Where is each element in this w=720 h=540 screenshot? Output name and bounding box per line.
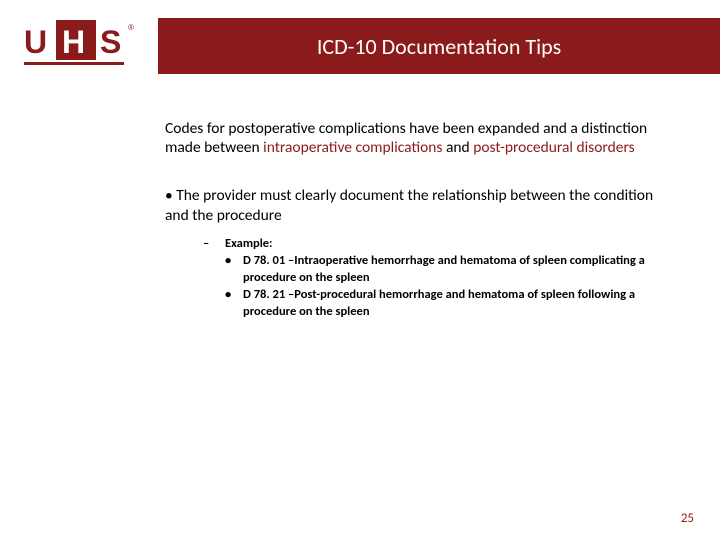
- logo: U H S ®: [18, 18, 138, 70]
- title-bar: ICD-10 Documentation Tips: [158, 18, 720, 74]
- intro-text-mid: and: [442, 138, 473, 157]
- bullet-marker: •: [225, 287, 243, 321]
- example-item-text: D 78. 01 –Intraoperative hemorrhage and …: [243, 253, 675, 287]
- intro-highlight-1: intraoperative complications: [263, 138, 442, 157]
- example-item: • D 78. 01 –Intraoperative hemorrhage an…: [225, 253, 675, 287]
- example-item-text: D 78. 21 –Post-procedural hemorrhage and…: [243, 287, 675, 321]
- intro-paragraph: Codes for postoperative complications ha…: [165, 119, 675, 158]
- example-item: • D 78. 21 –Post-procedural hemorrhage a…: [225, 287, 675, 321]
- example-label-row: – Example:: [203, 236, 675, 253]
- main-bullet: • The provider must clearly document the…: [165, 186, 675, 226]
- uhs-logo-icon: U H S ®: [18, 18, 136, 70]
- bullet-marker: •: [225, 253, 243, 287]
- header-row: U H S ® ICD-10 Documentation Tips: [0, 0, 720, 74]
- page-number: 25: [681, 511, 694, 526]
- example-block: – Example: • D 78. 01 –Intraoperative he…: [203, 236, 675, 320]
- svg-text:®: ®: [128, 23, 134, 32]
- slide-title: ICD-10 Documentation Tips: [317, 33, 561, 60]
- intro-highlight-2: post-procedural disorders: [473, 138, 634, 157]
- bullet-marker: •: [165, 186, 176, 205]
- svg-text:U: U: [24, 24, 47, 60]
- svg-text:H: H: [62, 24, 85, 60]
- dash-marker: –: [203, 236, 225, 253]
- main-bullet-text: The provider must clearly document the r…: [165, 186, 653, 225]
- content-area: Codes for postoperative complications ha…: [165, 119, 675, 320]
- example-items: • D 78. 01 –Intraoperative hemorrhage an…: [225, 253, 675, 321]
- example-label: Example:: [225, 236, 273, 253]
- svg-text:S: S: [100, 24, 121, 60]
